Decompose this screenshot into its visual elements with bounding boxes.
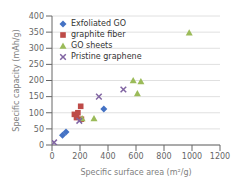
- html-text:graphite fiber: graphite fiber: [71, 30, 126, 39]
- svg-text:200: 200: [72, 152, 87, 161]
- svg-text:250: 250: [29, 60, 44, 69]
- svg-text:50: 50: [34, 125, 44, 134]
- svg-text:0: 0: [49, 152, 54, 161]
- svg-text:Specific capacity (mAh/g): Specific capacity (mAh/g): [12, 29, 21, 131]
- svg-text:400: 400: [100, 152, 115, 161]
- svg-text:1200: 1200: [210, 152, 230, 161]
- svg-text:Specific surface area (m²/g): Specific surface area (m²/g): [80, 168, 191, 177]
- svg-text:1000: 1000: [182, 152, 202, 161]
- svg-text:0: 0: [39, 141, 44, 150]
- svg-text:800: 800: [156, 152, 171, 161]
- html-text:GO sheets: GO sheets: [71, 41, 113, 50]
- svg-text:350: 350: [29, 28, 44, 37]
- svg-text:150: 150: [29, 92, 44, 101]
- svg-text:100: 100: [29, 109, 44, 118]
- html-text:Exfoliated GO: Exfoliated GO: [71, 19, 126, 28]
- svg-text:300: 300: [29, 44, 44, 53]
- svg-text:200: 200: [29, 76, 44, 85]
- svg-text:600: 600: [128, 152, 143, 161]
- html-text:Pristine graphene: Pristine graphene: [71, 52, 142, 61]
- svg-text:400: 400: [29, 12, 44, 21]
